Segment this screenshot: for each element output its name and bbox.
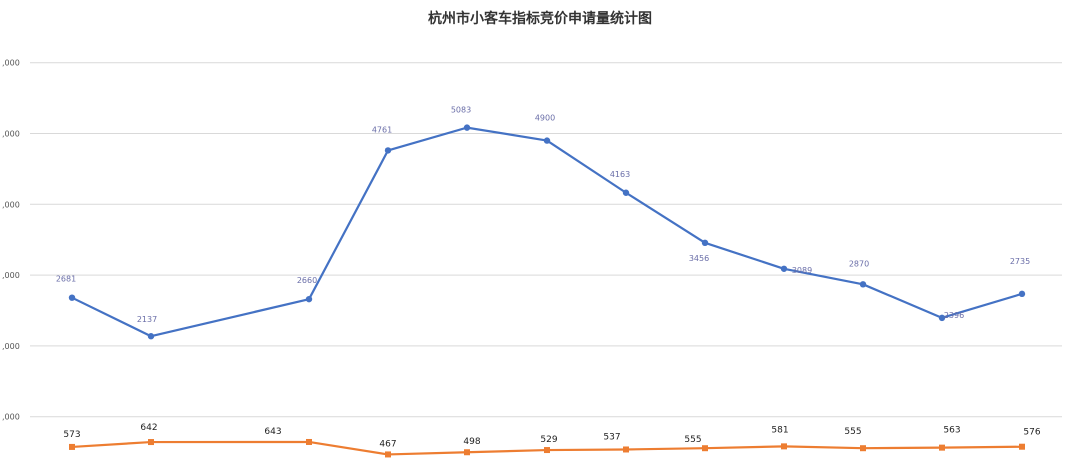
data-label: 4163 [610, 170, 630, 179]
data-point [463, 124, 471, 131]
data-label: 3089 [792, 266, 812, 275]
data-point [148, 439, 154, 446]
y-tick-label: ,000 [2, 271, 20, 280]
series-layer [68, 124, 1026, 458]
data-label: 2681 [56, 275, 76, 284]
data-point [384, 147, 392, 154]
data-point [859, 281, 867, 288]
data-label: 2660 [297, 276, 317, 285]
series-line-orange [71, 440, 1023, 456]
data-point [69, 443, 75, 450]
data-label: 5083 [451, 106, 471, 115]
data-label: 563 [943, 426, 960, 436]
data-point [622, 189, 630, 196]
data-point [305, 295, 313, 303]
data-point [147, 333, 155, 340]
data-label: 2870 [849, 259, 869, 268]
data-point [702, 445, 708, 452]
data-label: 498 [463, 437, 480, 447]
chart-title: 杭州市小客车指标竞价申请量统计图 [428, 11, 652, 27]
data-point [543, 137, 551, 144]
y-tick-label: ,000 [2, 342, 20, 351]
data-point [623, 446, 629, 453]
data-point [1018, 290, 1026, 298]
y-tick-label: ,000 [2, 200, 20, 209]
data-label: 2396 [944, 311, 964, 320]
data-point [701, 239, 709, 247]
data-label: 529 [540, 435, 557, 445]
data-label: 555 [844, 427, 861, 437]
data-point [939, 444, 945, 451]
series-line-blue [71, 126, 1023, 338]
data-label: 573 [63, 430, 80, 440]
data-label: 642 [140, 423, 157, 433]
data-point [1019, 443, 1025, 450]
data-point [781, 443, 787, 450]
data-label: 537 [603, 432, 620, 442]
data-point [938, 314, 946, 322]
data-point [780, 265, 788, 272]
data-label: 2137 [137, 315, 157, 324]
grid-layer [30, 62, 1062, 418]
data-label: 555 [684, 435, 701, 445]
data-label: 3456 [689, 254, 709, 263]
data-label: 2735 [1010, 257, 1030, 266]
data-label: 576 [1023, 428, 1040, 438]
data-point [385, 451, 391, 458]
y-tick-label: ,000 [2, 59, 20, 68]
data-point [464, 449, 470, 456]
data-label: 643 [264, 427, 281, 437]
data-label: 4761 [372, 125, 392, 134]
data-point [306, 438, 312, 445]
y-tick-label: ,000 [2, 130, 20, 139]
data-label: 581 [771, 425, 788, 435]
tick-layer: ,000 ,000 ,000 ,000 ,000 ,000 [2, 59, 20, 422]
label-layer: 2681 2137 2660 4761 5083 4900 4163 3456 3089 2870… [56, 106, 1041, 450]
data-point [860, 445, 866, 452]
data-label: 467 [379, 439, 396, 449]
data-point [68, 294, 76, 301]
data-label: 4900 [535, 114, 555, 123]
y-tick-label: ,000 [2, 413, 20, 422]
data-point [544, 447, 550, 454]
